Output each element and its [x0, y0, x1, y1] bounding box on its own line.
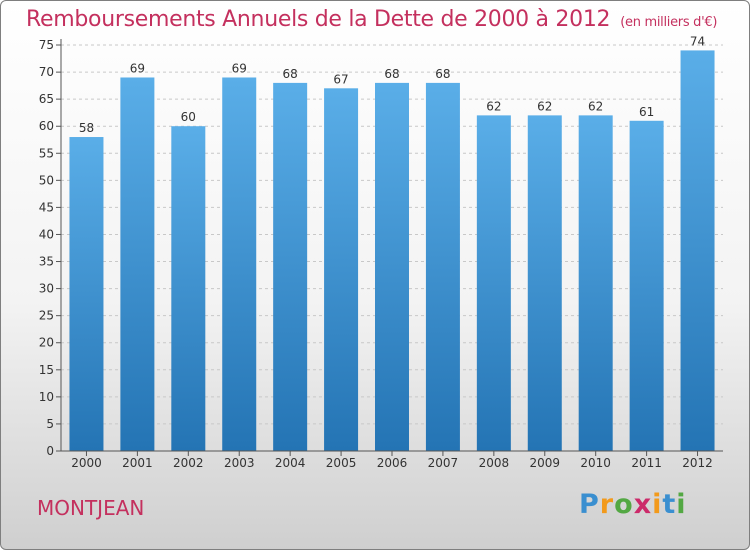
x-tick-label-2000: 2000 [71, 456, 102, 470]
y-tick-label: 35 [39, 255, 54, 269]
value-label-2006: 68 [384, 67, 399, 81]
bar-2005 [324, 88, 359, 451]
y-tick-label: 0 [46, 444, 54, 458]
x-tick-label-2012: 2012 [682, 456, 713, 470]
x-tick-label-2011: 2011 [631, 456, 662, 470]
y-tick-label: 60 [39, 119, 54, 133]
x-tick-label-2001: 2001 [122, 456, 153, 470]
y-tick-label: 25 [39, 309, 54, 323]
value-label-2008: 62 [486, 99, 501, 113]
x-tick-label-2006: 2006 [377, 456, 408, 470]
y-tick-label: 45 [39, 200, 54, 214]
x-tick-label-2007: 2007 [428, 456, 459, 470]
bar-2004 [273, 82, 308, 451]
bar-2000 [69, 137, 104, 451]
value-label-2003: 69 [232, 61, 247, 75]
value-label-2005: 67 [333, 72, 348, 86]
commune-name: MONTJEAN [37, 496, 145, 520]
logo-letter: i [652, 489, 663, 520]
x-tick-label-2002: 2002 [173, 456, 204, 470]
logo-letter: x [633, 489, 653, 520]
y-tick-label: 65 [39, 92, 54, 106]
tick-labels: 0 5 10 15 20 25 30 35 40 45 50 55 60 65 70 75 58 2000 69 20… [39, 34, 713, 470]
bar-2003 [222, 77, 257, 451]
bar-2002 [171, 126, 206, 451]
value-label-2007: 68 [435, 67, 450, 81]
y-tick-label: 20 [39, 336, 54, 350]
y-tick-label: 55 [39, 146, 54, 160]
chart-title: Remboursements Annuels de la Dette de 20… [26, 7, 717, 32]
bar-2010 [578, 115, 613, 451]
logo-letter: r [599, 489, 615, 520]
y-tick-label: 15 [39, 363, 54, 377]
y-tick-label: 10 [39, 390, 54, 404]
x-tick-label-2004: 2004 [275, 456, 306, 470]
x-tick-label-2009: 2009 [529, 456, 560, 470]
y-tick-label: 30 [39, 282, 54, 296]
title-text: Remboursements Annuels de la Dette de 20… [26, 7, 611, 32]
value-label-2009: 62 [537, 99, 552, 113]
value-label-2012: 74 [690, 34, 705, 48]
x-tick-label-2008: 2008 [479, 456, 510, 470]
value-label-2011: 61 [639, 105, 654, 119]
chart-subtitle: (en milliers d'€) [620, 15, 718, 30]
value-label-2004: 68 [283, 67, 298, 81]
value-label-2002: 60 [181, 110, 196, 124]
axes [56, 39, 723, 456]
bar-2011 [629, 120, 664, 451]
x-tick-label-2010: 2010 [580, 456, 611, 470]
y-tick-label: 50 [39, 173, 54, 187]
bar-2008 [476, 115, 511, 451]
bars [69, 50, 715, 452]
logo-letter: o [614, 489, 634, 520]
y-tick-label: 5 [46, 417, 54, 431]
value-label-2010: 62 [588, 99, 603, 113]
y-tick-label: 40 [39, 227, 54, 241]
bar-2001 [120, 77, 155, 451]
bar-2009 [527, 115, 562, 451]
logo-letter: i [676, 489, 687, 520]
value-label-2001: 69 [130, 61, 145, 75]
bar-2006 [375, 82, 409, 451]
value-label-2000: 58 [79, 121, 94, 135]
x-tick-label-2003: 2003 [224, 456, 255, 470]
logo-letter: t [662, 489, 677, 520]
bar-2012 [680, 50, 715, 452]
y-tick-label: 75 [39, 38, 54, 52]
proxiti-logo: Proxiti [579, 489, 687, 520]
bar-2007 [425, 82, 460, 451]
logo-letter: P [579, 489, 600, 520]
y-tick-label: 70 [39, 65, 54, 79]
x-tick-label-2005: 2005 [326, 456, 357, 470]
